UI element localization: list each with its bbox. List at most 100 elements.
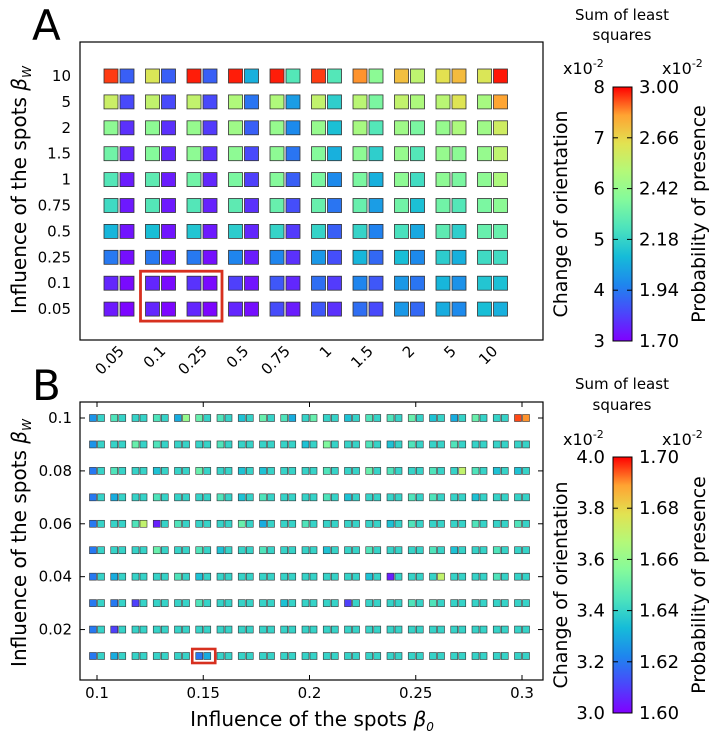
cell-b-presence-r4-c1 — [118, 519, 127, 528]
cell-a-presence-r1-c3 — [244, 94, 259, 110]
cell-b-presence-r7-c6 — [224, 599, 233, 607]
cell-b-presence-r1-c11 — [330, 440, 339, 449]
cell-a-orientation-r2-c3 — [228, 120, 243, 136]
cell-a-presence-r8-c8 — [451, 275, 467, 291]
panel-a-xtick: 2 — [399, 342, 418, 361]
cell-b-presence-r7-c4 — [182, 599, 190, 607]
cell-a-orientation-r6-c1 — [145, 223, 160, 239]
cell-b-orientation-r4-c15 — [407, 519, 416, 528]
cell-a-orientation-r6-c9 — [477, 223, 492, 239]
panel-b-xtick: 0.25 — [399, 684, 432, 702]
panel-b-highlight-box — [190, 647, 217, 665]
cell-a-orientation-r6-c5 — [311, 223, 326, 239]
cell-b-presence-r3-c13 — [373, 493, 382, 502]
cell-b-presence-r6-c9 — [288, 572, 297, 581]
cell-a-presence-r6-c4 — [285, 223, 301, 239]
cell-a-presence-r9-c0 — [119, 301, 135, 317]
panel-a-xtick: 0.5 — [223, 342, 253, 372]
cell-a-orientation-r5-c0 — [103, 198, 119, 213]
cell-b-presence-r6-c15 — [415, 572, 424, 581]
cell-b-orientation-r7-c18 — [471, 599, 480, 607]
cell-b-presence-r2-c16 — [437, 467, 445, 475]
cell-a-presence-r6-c7 — [410, 223, 425, 239]
cell-a-presence-r1-c1 — [161, 94, 176, 110]
cell-b-orientation-r4-c13 — [365, 519, 374, 528]
cell-b-orientation-r9-c5 — [195, 652, 204, 660]
cell-b-presence-r6-c10 — [309, 572, 318, 581]
cell-b-orientation-r5-c6 — [216, 546, 225, 555]
cell-a-presence-r5-c1 — [161, 198, 176, 213]
panel-b-ytick: 0.02 — [39, 621, 72, 639]
cell-b-orientation-r3-c17 — [450, 493, 459, 502]
cell-b-presence-r2-c5 — [203, 467, 212, 475]
cell-b-presence-r9-c0 — [97, 652, 105, 660]
cell-a-presence-r4-c4 — [285, 172, 301, 188]
cell-b-presence-r1-c10 — [309, 440, 318, 449]
panel-b-cb-right-tick: 1.64 — [639, 601, 679, 622]
cell-b-orientation-r5-c16 — [429, 546, 437, 555]
cell-a-orientation-r7-c9 — [477, 249, 492, 265]
cell-a-presence-r7-c1 — [161, 249, 176, 265]
panel-a-xtick: 10 — [475, 342, 501, 368]
cell-a-orientation-r1-c2 — [186, 94, 202, 110]
cell-a-presence-r5-c7 — [410, 198, 425, 213]
cell-a-presence-r6-c9 — [493, 223, 508, 239]
cell-b-orientation-r6-c0 — [89, 572, 97, 581]
cell-b-orientation-r6-c9 — [280, 572, 289, 581]
cell-a-orientation-r4-c6 — [352, 172, 368, 188]
cell-b-presence-r5-c10 — [309, 546, 318, 555]
cell-b-presence-r7-c16 — [437, 599, 445, 607]
cell-b-presence-r2-c9 — [288, 467, 297, 475]
cell-b-presence-r5-c11 — [330, 546, 339, 555]
panel-a-cb-right-label: Probability of presence — [688, 105, 710, 323]
cell-b-orientation-r6-c1 — [110, 572, 119, 581]
cell-b-presence-r1-c0 — [97, 440, 105, 449]
cell-a-orientation-r2-c5 — [311, 120, 326, 136]
cell-b-orientation-r6-c11 — [322, 572, 331, 581]
cell-b-presence-r7-c12 — [352, 599, 360, 607]
cell-a-presence-r7-c9 — [493, 249, 508, 265]
cell-b-presence-r8-c11 — [330, 625, 339, 634]
cell-b-presence-r1-c19 — [500, 440, 509, 449]
cell-b-presence-r9-c11 — [330, 652, 339, 660]
cell-a-orientation-r0-c8 — [435, 68, 451, 84]
cell-b-orientation-r5-c10 — [301, 546, 310, 555]
cell-b-presence-r6-c12 — [352, 572, 360, 581]
cell-b-orientation-r2-c11 — [322, 467, 331, 475]
cell-b-orientation-r5-c19 — [492, 546, 501, 555]
cell-b-orientation-r6-c13 — [365, 572, 374, 581]
panel-a-ytick: 10 — [52, 67, 71, 85]
cell-b-orientation-r4-c14 — [386, 519, 395, 528]
panel-a-cb-left-multiplier: x10-2 — [563, 57, 604, 78]
cell-a-orientation-r1-c1 — [145, 94, 160, 110]
cell-b-orientation-r9-c4 — [174, 652, 182, 660]
cell-b-presence-r0-c12 — [352, 414, 360, 422]
cell-b-presence-r1-c12 — [352, 440, 360, 449]
cell-b-orientation-r4-c19 — [492, 519, 501, 528]
cell-a-presence-r2-c5 — [327, 120, 342, 136]
panel-a-cb-right-tick: 1.70 — [639, 331, 679, 352]
cell-b-orientation-r4-c17 — [450, 519, 459, 528]
cell-b-orientation-r0-c12 — [344, 414, 352, 422]
cell-a-presence-r1-c4 — [285, 94, 301, 110]
cell-b-orientation-r0-c7 — [237, 414, 246, 422]
cell-a-orientation-r7-c6 — [352, 249, 368, 265]
cell-b-orientation-r7-c12 — [344, 599, 352, 607]
cell-a-presence-r4-c0 — [119, 172, 135, 188]
cell-b-presence-r3-c12 — [352, 493, 360, 502]
cell-b-presence-r1-c8 — [267, 440, 275, 449]
cell-b-presence-r7-c14 — [394, 599, 403, 607]
panel-a-ytick: 0.25 — [38, 248, 71, 266]
cell-b-orientation-r8-c20 — [514, 625, 522, 634]
panel-b-cb-right-tick: 1.60 — [639, 703, 679, 724]
cell-b-orientation-r9-c0 — [89, 652, 97, 660]
cell-b-presence-r1-c20 — [522, 440, 530, 449]
cell-a-orientation-r8-c5 — [311, 275, 326, 291]
cell-a-orientation-r5-c2 — [186, 198, 202, 213]
cell-a-presence-r4-c5 — [327, 172, 342, 188]
cell-b-presence-r9-c2 — [139, 652, 148, 660]
cell-b-orientation-r2-c0 — [89, 467, 97, 475]
cell-b-orientation-r9-c6 — [216, 652, 225, 660]
cell-a-orientation-r5-c6 — [352, 198, 368, 213]
